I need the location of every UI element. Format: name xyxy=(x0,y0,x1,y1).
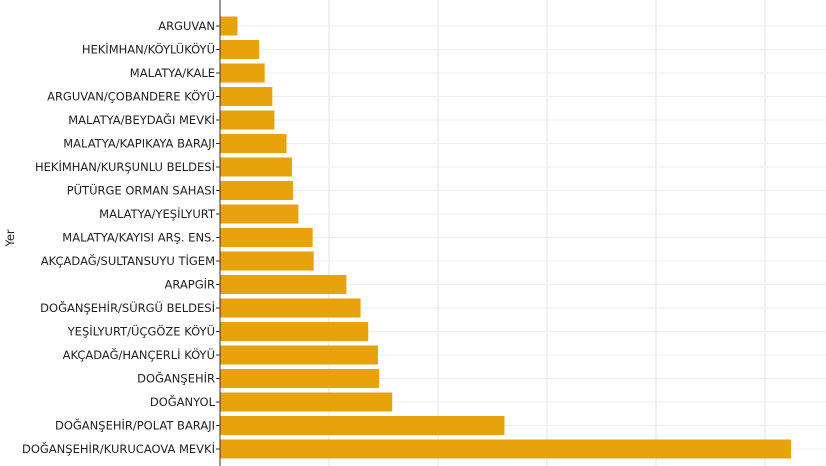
bar xyxy=(220,416,505,435)
y-tick-label: MALATYA/KALE xyxy=(130,66,215,80)
y-tick-label: PÜTÜRGE ORMAN SAHASI xyxy=(67,182,215,198)
bar xyxy=(220,16,238,36)
bar xyxy=(220,322,369,341)
y-tick-label: MALATYA/KAYISI ARŞ. ENS. xyxy=(62,231,215,245)
bar xyxy=(220,63,265,83)
bar xyxy=(220,251,314,271)
bar xyxy=(220,157,292,177)
grid xyxy=(220,0,826,466)
y-tick-label: DOĞANYOL xyxy=(150,394,216,409)
bar xyxy=(220,275,347,294)
y-tick-label: AKÇADAĞ/SULTANSUYU TİGEM xyxy=(41,253,215,268)
bar xyxy=(220,181,294,200)
bar xyxy=(220,228,313,247)
y-tick-label: DOĞANŞEHİR/SÜRGÜ BELDESİ xyxy=(40,299,215,315)
y-tick-label: HEKİMHAN/KÖYLÜKÖYÜ xyxy=(82,41,215,57)
bar xyxy=(220,134,287,153)
bar xyxy=(220,110,275,130)
y-tick-label: DOĞANŞEHİR/POLAT BARAJI xyxy=(55,418,215,433)
bar xyxy=(220,369,380,388)
y-tick-label: HEKİMHAN/KURŞUNLU BELDESİ xyxy=(35,159,215,174)
bars xyxy=(220,16,792,459)
y-tick-label: MALATYA/BEYDAĞI MEVKİ xyxy=(68,112,215,127)
y-tick-labels: ARGUVAN HEKİMHAN/KÖYLÜKÖYÜ MALATYA/KALE ARG… xyxy=(22,19,220,456)
y-tick-label: MALATYA/YEŞİLYURT xyxy=(99,206,216,221)
y-tick-label: YEŞİLYURT/ÜÇGÖZE KÖYÜ xyxy=(67,323,215,339)
bar xyxy=(220,298,361,318)
bar xyxy=(220,439,792,459)
y-tick-label: ARAPGİR xyxy=(165,277,216,292)
bar xyxy=(220,392,393,412)
y-tick-label: ARGUVAN xyxy=(158,19,215,33)
y-tick-label: DOĞANŞEHİR/KURUCAOVA MEVKİ xyxy=(22,441,215,456)
bar xyxy=(220,345,379,365)
y-tick-label: ARGUVAN/ÇOBANDERE KÖYÜ xyxy=(47,88,215,104)
bar xyxy=(220,204,299,224)
y-axis-label: Yer xyxy=(3,229,17,248)
y-tick-label: AKÇADAĞ/HANÇERLİ KÖYÜ xyxy=(63,346,215,362)
y-tick-label: MALATYA/KAPIKAYA BARAJI xyxy=(63,137,215,151)
bar xyxy=(220,40,260,59)
bar xyxy=(220,87,273,106)
y-tick-label: DOĞANŞEHİR xyxy=(137,371,215,386)
